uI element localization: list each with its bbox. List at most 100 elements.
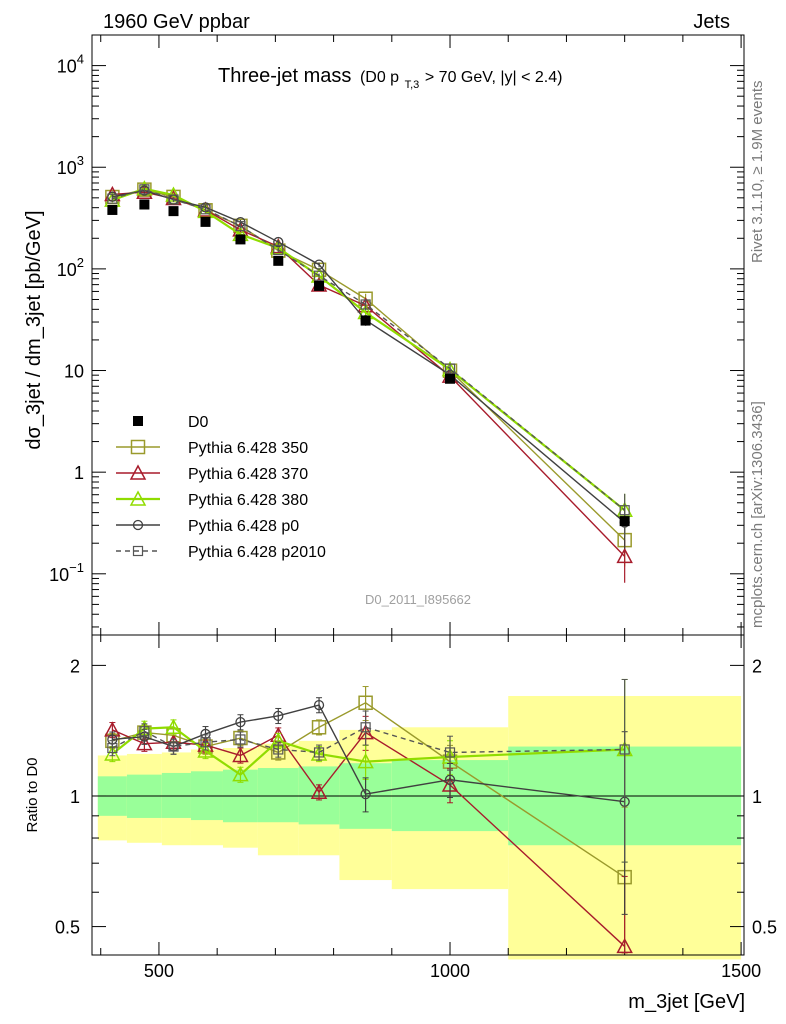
legend-marker [132, 545, 144, 557]
x-tick-label: 1500 [721, 961, 761, 981]
legend-label: D0 [188, 414, 209, 431]
data-point [235, 234, 246, 245]
series-4-main [107, 184, 630, 537]
legend-label: Pythia 6.428 p2010 [188, 544, 326, 561]
y-tick-label: 1 [74, 463, 84, 483]
ratio-panel: 500 1000 1500 0.5 0.5 1 1 2 2 [55, 634, 777, 981]
legend-marker [129, 490, 147, 506]
series-ratio-point [360, 722, 371, 733]
header-process-label: Jets [693, 11, 730, 33]
series-ratio-point [136, 735, 153, 751]
analysis-watermark: D0_2011_I895662 [365, 592, 471, 607]
data-point [619, 516, 630, 527]
series-point [619, 505, 630, 516]
series-ratio-point [200, 737, 211, 748]
data-point [273, 255, 284, 266]
legend-marker [133, 416, 143, 426]
data-point [445, 373, 456, 384]
series-ratio-point [168, 741, 179, 752]
series-0-main [105, 182, 632, 567]
y-tick-label: 103 [57, 153, 84, 178]
series-3-main [107, 185, 630, 549]
ratio-band-inner [161, 772, 191, 818]
series-ratio-line [112, 726, 625, 754]
data-point [139, 199, 150, 210]
series-ratio-point [165, 718, 182, 735]
x-tick-label: 1000 [430, 961, 470, 981]
series-point [444, 363, 456, 374]
series-point [168, 194, 179, 205]
ratio-frame [91, 634, 745, 956]
series-ratio-line [111, 726, 625, 777]
series-point [273, 244, 284, 256]
series-ratio-point [619, 744, 630, 755]
series-ratio-point [235, 716, 246, 728]
series-ratio-point [232, 766, 249, 782]
series-ratio-point [313, 747, 325, 758]
series-4-ratio [107, 678, 630, 863]
rivet-version-label: Rivet 3.1.10, ≥ 1.9M events [749, 81, 766, 264]
series-line [112, 188, 626, 511]
series-2-main [104, 180, 633, 537]
series-ratio-point [357, 753, 374, 769]
y-axis-label: dσ_3jet / dm_3jet [pb/GeV] [23, 210, 45, 449]
series-ratio-point [616, 937, 633, 954]
legend-label: Pythia 6.428 350 [188, 440, 308, 457]
series-point [200, 204, 211, 215]
legend-marker [130, 439, 146, 455]
series-ratio-point [232, 746, 249, 763]
series-ratio-line [112, 704, 625, 803]
ratio-tick-label-right: 1 [752, 787, 762, 807]
legend-marker [129, 464, 147, 480]
mcplots-credit-label: mcplots.cern.ch [arXiv:1306.3436] [749, 401, 766, 628]
y-tick-label: 10−1 [49, 560, 84, 585]
series-ratio-point [358, 695, 373, 711]
series-point [313, 259, 325, 270]
series-ratio-point [235, 734, 246, 745]
series-ratio-point [107, 742, 118, 754]
legend: D0 Pythia 6.428 350 Pythia 6.428 370 Pythia… [116, 414, 326, 561]
data-series [107, 199, 630, 527]
ratio-tick-label: 2 [70, 656, 80, 676]
series-line [112, 187, 626, 512]
series-ratio-point [139, 726, 150, 737]
series-ratio-point [273, 744, 284, 755]
data-point [360, 315, 371, 326]
y-tick-label: 104 [57, 52, 84, 77]
series-point [360, 299, 371, 310]
header-energy-label: 1960 GeV ppbar [103, 11, 250, 33]
data-point [314, 280, 325, 291]
series-1-main [104, 183, 633, 583]
series-ratio-point [104, 745, 121, 761]
series-point [107, 193, 118, 204]
y-tick-label: 102 [57, 255, 84, 280]
series-ratio-point [360, 788, 371, 800]
series-point [139, 184, 150, 195]
data-point [168, 206, 179, 217]
plot-title: Three-jet mass (D0 p T,3 > 70 GeV, |y| <… [218, 65, 562, 93]
ratio-axis-label: Ratio to D0 [24, 757, 41, 832]
legend-label: Pythia 6.428 370 [188, 466, 308, 483]
series-ratio-point [313, 699, 325, 711]
series-ratio-point [197, 742, 214, 758]
ratio-tick-label: 0.5 [55, 918, 80, 938]
series-ratio-point [311, 720, 327, 735]
series-ratio-point [444, 747, 456, 758]
ratio-band-inner [257, 768, 299, 823]
ratio-tick-label: 1 [70, 787, 80, 807]
series-point [313, 270, 325, 281]
series-line [112, 188, 626, 541]
series-ratio-point [273, 710, 284, 722]
series-point [235, 221, 246, 232]
legend-marker [132, 519, 144, 531]
series-ratio-point [444, 774, 456, 785]
x-axis-label: m_3jet [GeV] [628, 991, 745, 1013]
ratio-tick-label-right: 2 [752, 656, 762, 676]
series-point [616, 547, 633, 564]
data-point [200, 216, 211, 227]
x-tick-label: 500 [144, 961, 174, 981]
ratio-tick-label-right: 0.5 [752, 918, 777, 938]
legend-label: Pythia 6.428 p0 [188, 518, 299, 535]
